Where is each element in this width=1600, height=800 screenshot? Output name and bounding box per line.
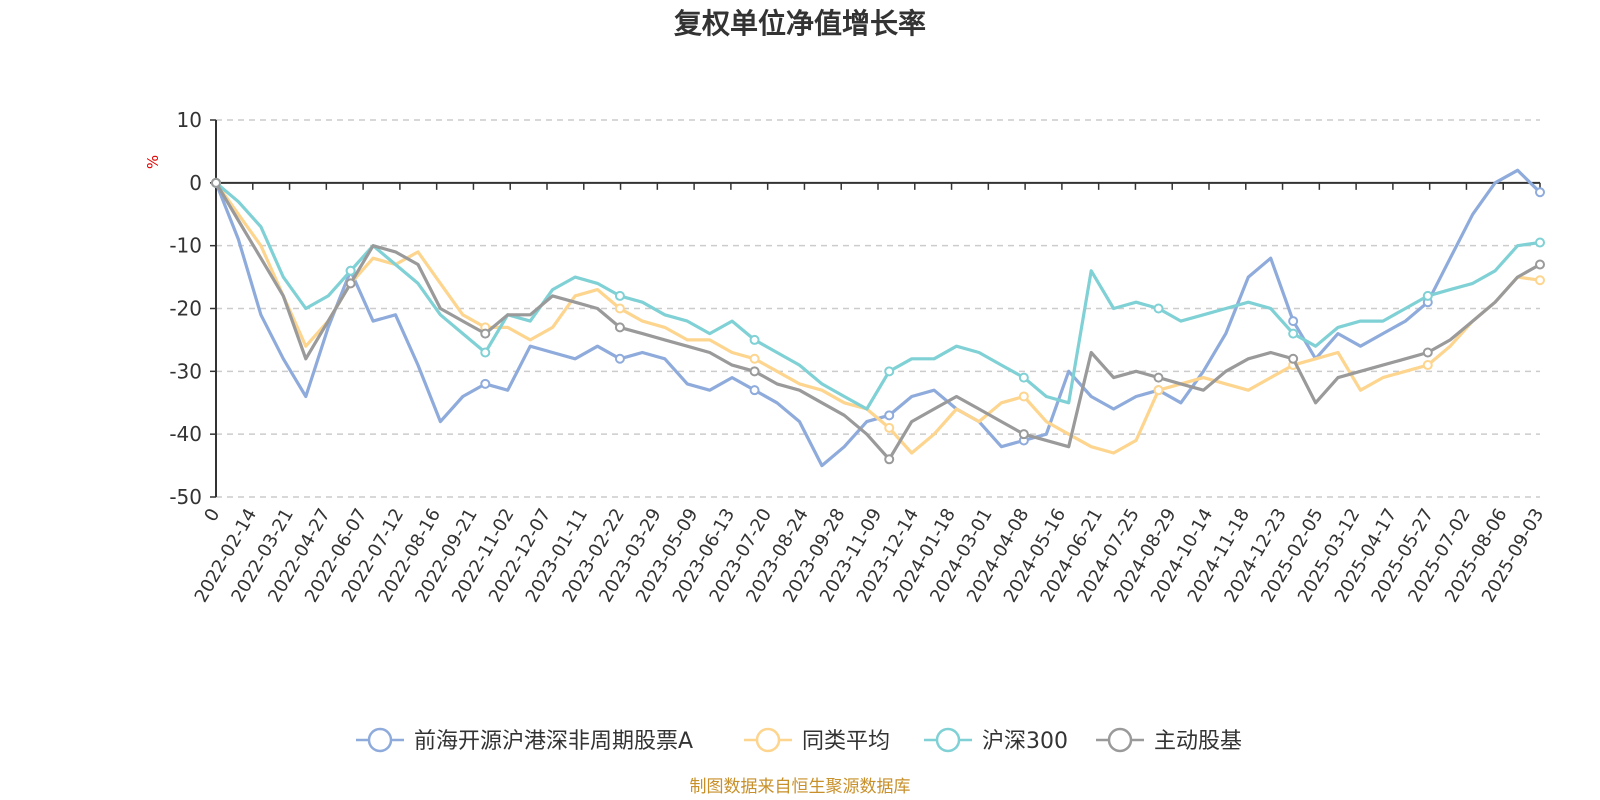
data-point — [884, 422, 895, 433]
data-point — [614, 303, 625, 314]
legend[interactable]: 前海开源沪港深非周期股票A 同类平均 沪深300 主动股基 — [356, 727, 1242, 754]
data-point — [1288, 353, 1299, 364]
data-point — [1422, 360, 1433, 371]
data-point — [345, 265, 356, 276]
series-lines — [211, 168, 1545, 468]
series-line — [214, 181, 1541, 461]
data-point — [884, 366, 895, 377]
data-point — [1018, 391, 1029, 402]
legend-marker — [935, 727, 961, 753]
data-point — [749, 353, 760, 364]
y-axis-unit: % — [144, 155, 162, 169]
grid — [216, 119, 1540, 498]
y-tick-label: 0 — [189, 171, 202, 195]
legend-marker — [755, 727, 781, 753]
data-point — [884, 410, 895, 421]
y-tick-label: -10 — [169, 234, 202, 258]
data-point — [884, 454, 895, 465]
data-point — [1288, 328, 1299, 339]
data-point — [1018, 429, 1029, 440]
data-point — [614, 322, 625, 333]
data-point — [1535, 275, 1545, 286]
series-line — [214, 181, 1541, 411]
data-point — [480, 378, 491, 389]
x-tick-label: 0 — [200, 505, 224, 525]
data-point — [1535, 187, 1545, 198]
y-tick-label: -20 — [169, 297, 202, 321]
data-point — [1535, 237, 1545, 248]
data-point — [1153, 372, 1164, 383]
legend-label: 前海开源沪港深非周期股票A — [414, 729, 693, 754]
data-point — [1288, 316, 1299, 327]
data-point — [749, 366, 760, 377]
data-point — [614, 290, 625, 301]
data-point — [1422, 290, 1433, 301]
series-line — [214, 181, 1541, 455]
data-point — [1535, 259, 1545, 270]
data-point — [1153, 385, 1164, 396]
y-tick-label: -50 — [169, 485, 202, 509]
legend-label: 沪深300 — [982, 729, 1068, 754]
legend-item[interactable]: 同类平均 — [744, 727, 890, 754]
legend-item[interactable]: 主动股基 — [1096, 727, 1242, 754]
data-point — [345, 278, 356, 289]
legend-marker — [1107, 727, 1133, 753]
source-note: 制图数据来自恒生聚源数据库 — [690, 777, 911, 797]
legend-label: 主动股基 — [1154, 729, 1242, 754]
data-point — [614, 353, 625, 364]
data-point — [211, 177, 221, 188]
data-point — [480, 347, 491, 358]
data-point — [749, 385, 760, 396]
legend-marker — [367, 727, 393, 753]
y-tick-label: 10 — [177, 108, 202, 132]
series-line — [214, 168, 1542, 468]
y-tick-label: -40 — [169, 422, 202, 446]
data-point — [1422, 347, 1433, 358]
data-point — [749, 334, 760, 345]
legend-label: 同类平均 — [802, 729, 890, 754]
legend-item[interactable]: 沪深300 — [924, 727, 1068, 754]
data-point — [1153, 303, 1164, 314]
chart-title: 复权单位净值增长率 — [674, 7, 926, 40]
data-point — [480, 328, 491, 339]
data-point — [1018, 372, 1029, 383]
legend-item[interactable]: 前海开源沪港深非周期股票A — [356, 727, 693, 754]
y-tick-label: -30 — [169, 359, 202, 383]
